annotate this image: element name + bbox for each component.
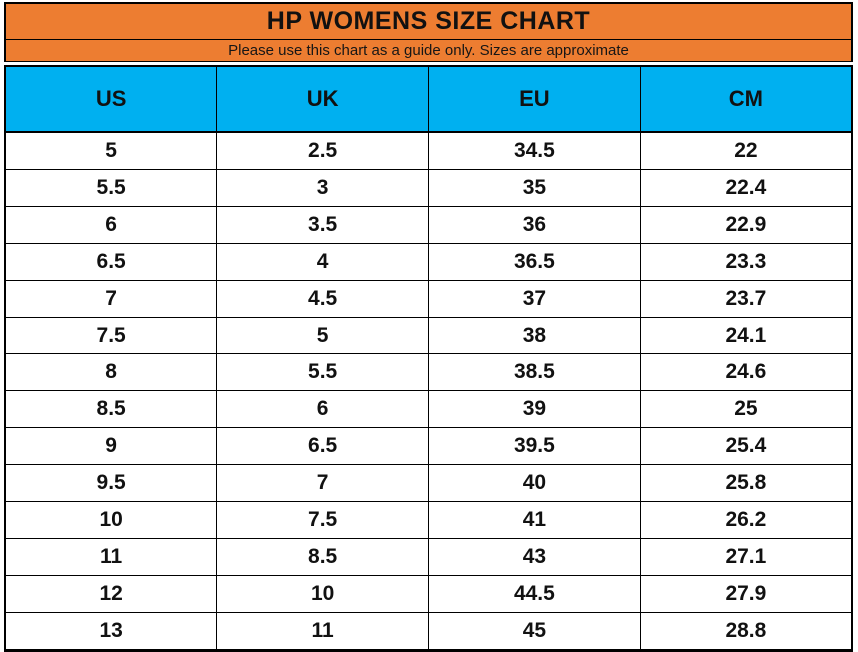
size-cell: 7 bbox=[4, 279, 218, 318]
table-row: 12 10 44.5 27.9 bbox=[4, 574, 853, 613]
size-cell: 24.1 bbox=[639, 316, 853, 355]
size-cell: 25.4 bbox=[639, 427, 853, 466]
table-row: 11 8.5 43 27.1 bbox=[4, 537, 853, 576]
size-cell: 3.5 bbox=[216, 205, 429, 244]
table-row: 6 3.5 36 22.9 bbox=[4, 205, 853, 244]
size-cell: 27.1 bbox=[639, 537, 853, 576]
size-cell: 5 bbox=[4, 131, 218, 171]
table-row: 9 6.5 39.5 25.4 bbox=[4, 427, 853, 466]
column-header-eu: EU bbox=[428, 65, 641, 133]
size-cell: 8 bbox=[4, 353, 218, 392]
size-cell: 10 bbox=[4, 500, 218, 539]
size-cell: 8.5 bbox=[4, 390, 218, 429]
size-cell: 4 bbox=[216, 242, 429, 281]
table-row: 8 5.5 38.5 24.6 bbox=[4, 353, 853, 392]
size-cell: 35 bbox=[428, 169, 641, 207]
size-cell: 5 bbox=[216, 316, 429, 355]
size-cell: 9.5 bbox=[4, 464, 218, 502]
title-table-divider bbox=[4, 62, 853, 65]
size-cell: 38 bbox=[428, 316, 641, 355]
size-cell: 27.9 bbox=[639, 574, 853, 613]
size-cell: 12 bbox=[4, 574, 218, 613]
size-cell: 22.9 bbox=[639, 205, 853, 244]
table-row: 5 2.5 34.5 22 bbox=[4, 131, 853, 171]
size-cell: 5.5 bbox=[4, 169, 218, 207]
size-cell: 41 bbox=[428, 500, 641, 539]
size-cell: 5.5 bbox=[216, 353, 429, 392]
table-row: 7 4.5 37 23.7 bbox=[4, 279, 853, 318]
size-cell: 3 bbox=[216, 169, 429, 207]
size-cell: 7 bbox=[216, 464, 429, 502]
size-cell: 44.5 bbox=[428, 574, 641, 613]
size-cell: 36 bbox=[428, 205, 641, 244]
table-row: 6.5 4 36.5 23.3 bbox=[4, 242, 853, 281]
size-cell: 43 bbox=[428, 537, 641, 576]
chart-subtitle: Please use this chart as a guide only. S… bbox=[4, 40, 853, 62]
size-cell: 6 bbox=[216, 390, 429, 429]
size-cell: 13 bbox=[4, 611, 218, 652]
column-header-row: US UK EU CM bbox=[4, 65, 853, 133]
size-cell: 26.2 bbox=[639, 500, 853, 539]
size-cell: 39.5 bbox=[428, 427, 641, 466]
column-header-us: US bbox=[4, 65, 218, 133]
size-cell: 7.5 bbox=[216, 500, 429, 539]
size-cell: 38.5 bbox=[428, 353, 641, 392]
table-row: 7.5 5 38 24.1 bbox=[4, 316, 853, 355]
table-row: 8.5 6 39 25 bbox=[4, 390, 853, 429]
table-row: 9.5 7 40 25.8 bbox=[4, 464, 853, 502]
size-cell: 36.5 bbox=[428, 242, 641, 281]
size-cell: 28.8 bbox=[639, 611, 853, 652]
size-cell: 40 bbox=[428, 464, 641, 502]
size-cell: 11 bbox=[216, 611, 429, 652]
size-cell: 37 bbox=[428, 279, 641, 318]
size-cell: 45 bbox=[428, 611, 641, 652]
size-cell: 25 bbox=[639, 390, 853, 429]
size-cell: 2.5 bbox=[216, 131, 429, 171]
size-cell: 11 bbox=[4, 537, 218, 576]
size-cell: 24.6 bbox=[639, 353, 853, 392]
size-cell: 39 bbox=[428, 390, 641, 429]
size-cell: 6.5 bbox=[216, 427, 429, 466]
size-conversion-table: US UK EU CM 5 2.5 34.5 22 5.5 3 35 22.4 6 3.5 36 22… bbox=[4, 65, 853, 652]
table-row: 10 7.5 41 26.2 bbox=[4, 500, 853, 539]
size-cell: 10 bbox=[216, 574, 429, 613]
table-row: 13 11 45 28.8 bbox=[4, 611, 853, 652]
size-cell: 23.7 bbox=[639, 279, 853, 318]
table-row: 5.5 3 35 22.4 bbox=[4, 169, 853, 207]
chart-title: HP WOMENS SIZE CHART bbox=[4, 2, 853, 40]
size-table-body: 5 2.5 34.5 22 5.5 3 35 22.4 6 3.5 36 22.9 6.5 4 36.5 23… bbox=[4, 131, 853, 652]
size-cell: 34.5 bbox=[428, 131, 641, 171]
size-cell: 8.5 bbox=[216, 537, 429, 576]
column-header-uk: UK bbox=[216, 65, 429, 133]
size-cell: 6 bbox=[4, 205, 218, 244]
size-cell: 6.5 bbox=[4, 242, 218, 281]
size-cell: 9 bbox=[4, 427, 218, 466]
size-cell: 25.8 bbox=[639, 464, 853, 502]
size-cell: 4.5 bbox=[216, 279, 429, 318]
size-cell: 23.3 bbox=[639, 242, 853, 281]
size-cell: 7.5 bbox=[4, 316, 218, 355]
size-cell: 22.4 bbox=[639, 169, 853, 207]
size-cell: 22 bbox=[639, 131, 853, 171]
column-header-cm: CM bbox=[639, 65, 853, 133]
